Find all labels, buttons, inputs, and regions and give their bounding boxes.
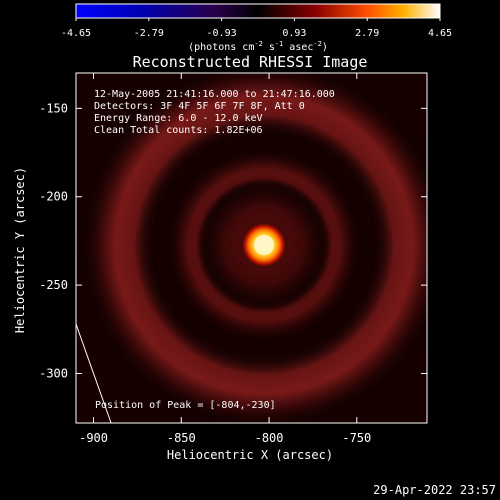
- colorbar-tick-label: -0.93: [207, 28, 237, 39]
- colorbar-tick-label: -4.65: [61, 28, 91, 39]
- x-tick-label: -850: [167, 431, 196, 445]
- x-tick-label: -800: [255, 431, 284, 445]
- x-tick-label: -750: [342, 431, 371, 445]
- y-tick-label: -250: [39, 278, 68, 292]
- colorbar-tick-label: -2.79: [134, 28, 164, 39]
- colorbar-tick-label: 2.79: [355, 28, 379, 39]
- colorbar-ticks: [75, 18, 441, 21]
- info-line: 12-May-2005 21:41:16.000 to 21:47:16.000: [94, 89, 335, 100]
- colorbar-tick-label: 0.93: [282, 28, 306, 39]
- colorbar-tick-labels: -4.65 -2.79 -0.93 0.93 2.79 4.65: [61, 28, 452, 39]
- x-axis-label: Heliocentric X (arcsec): [167, 448, 333, 462]
- colorbar-units: (photons cm-2 s-1 asec-2): [188, 40, 328, 53]
- colorbar: -4.65 -2.79 -0.93 0.93 2.79 4.65 (photon…: [61, 3, 452, 53]
- y-axis-label: Heliocentric Y (arcsec): [13, 167, 27, 333]
- plot-area: -900 -850 -800 -750 -150 -200 -250 -300: [39, 72, 428, 445]
- observation-info: 12-May-2005 21:41:16.000 to 21:47:16.000…: [94, 89, 335, 136]
- timestamp-footer: 29-Apr-2022 23:57: [373, 483, 496, 497]
- info-line: Clean Total counts: 1.82E+06: [94, 125, 263, 136]
- bright-core: [254, 235, 274, 255]
- x-axis-ticks: [93, 73, 358, 423]
- colorbar-scale: [75, 3, 441, 19]
- y-tick-label: -200: [39, 190, 68, 204]
- colorbar-tick-label: 4.65: [428, 28, 452, 39]
- x-tick-label: -900: [79, 431, 108, 445]
- image-heatmap: [76, 73, 427, 423]
- info-line: Energy Range: 6.0 - 12.0 keV: [94, 113, 263, 124]
- y-axis-ticks: [76, 107, 427, 375]
- y-tick-label: -150: [39, 101, 68, 115]
- peak-position-text: Position of Peak = [-804,-230]: [95, 400, 276, 411]
- y-axis-tick-labels: -150 -200 -250 -300: [39, 101, 68, 380]
- plot-title: Reconstructed RHESSI Image: [133, 53, 368, 71]
- x-axis-tick-labels: -900 -850 -800 -750: [79, 431, 371, 445]
- y-tick-label: -300: [39, 367, 68, 381]
- solar-limb-line: [75, 323, 112, 424]
- info-line: Detectors: 3F 4F 5F 6F 7F 8F, Att 0: [94, 101, 305, 112]
- plot-border: [75, 72, 428, 424]
